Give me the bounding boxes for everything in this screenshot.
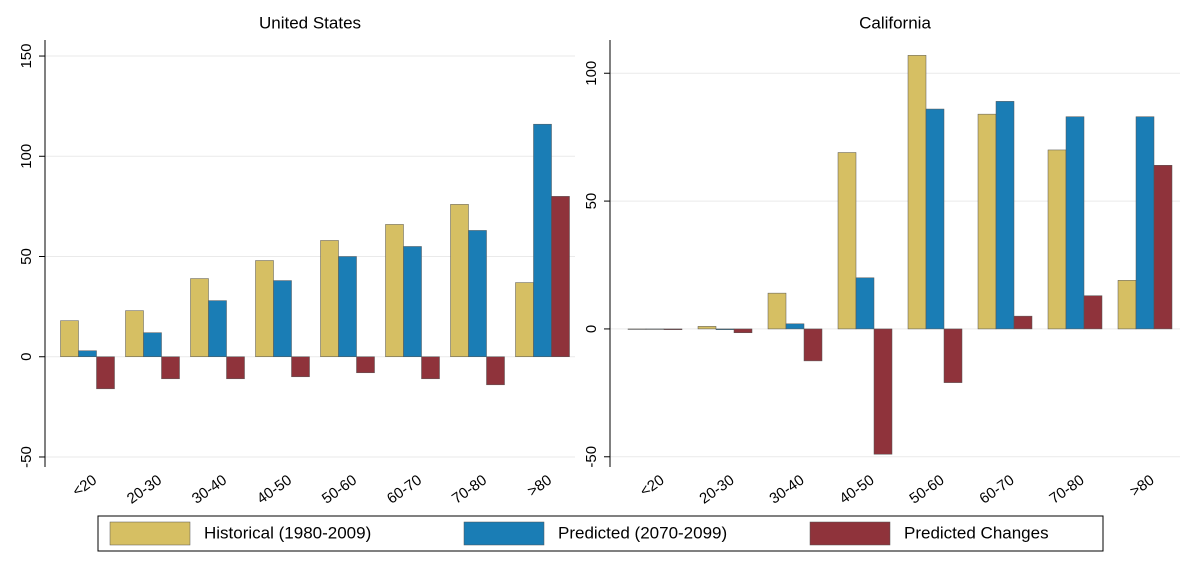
bar [1153, 165, 1173, 330]
legend-swatch [809, 521, 891, 546]
bar [143, 332, 162, 357]
legend-label: Predicted (2070-2099) [558, 523, 727, 542]
legend-swatch [463, 521, 545, 546]
bar [291, 356, 310, 378]
y-tick-label: 50 [18, 248, 35, 265]
bar [421, 356, 440, 380]
bar [767, 292, 787, 330]
bar [515, 282, 534, 357]
bar [715, 328, 735, 330]
x-tick-label: 30-40 [189, 472, 230, 508]
bar [125, 310, 144, 357]
x-tick-label: <20 [69, 472, 100, 501]
y-tick-label: 0 [583, 325, 600, 333]
x-tick-label: >80 [1127, 472, 1158, 501]
bar [733, 328, 753, 334]
bar [995, 101, 1015, 330]
x-tick-label: 20-30 [696, 472, 737, 508]
x-tick-label: 70-80 [1046, 472, 1087, 508]
bar [1047, 149, 1067, 330]
chart-title: California [859, 13, 931, 32]
x-tick-label: 40-50 [254, 472, 295, 508]
legend-swatch [109, 521, 191, 546]
bar [1117, 280, 1137, 330]
bar [785, 323, 805, 330]
y-tick-label: -50 [18, 446, 35, 468]
x-tick-label: 50-60 [906, 472, 947, 508]
bar [837, 152, 857, 330]
bar [208, 300, 227, 357]
bar [873, 328, 893, 455]
bar [226, 356, 245, 380]
bar [1013, 315, 1033, 330]
x-tick-label: 50-60 [319, 472, 360, 508]
bar [96, 356, 115, 390]
x-tick-label: 70-80 [449, 472, 490, 508]
bar [356, 356, 375, 374]
bar [1083, 295, 1103, 330]
bar [925, 108, 945, 330]
bar [338, 256, 357, 357]
x-tick-label: 20-30 [124, 472, 165, 508]
y-tick-label: -50 [583, 446, 600, 468]
x-tick-label: 60-70 [976, 472, 1017, 508]
bar [803, 328, 823, 362]
y-tick-label: 0 [18, 353, 35, 361]
bar [627, 328, 647, 330]
x-tick-label: >80 [524, 472, 555, 501]
bar [533, 123, 552, 357]
x-tick-label: <20 [637, 472, 668, 501]
bar [977, 113, 997, 330]
bar [486, 356, 505, 386]
y-tick-label: 100 [18, 144, 35, 169]
bar [320, 240, 339, 357]
bar [450, 204, 469, 357]
bar [403, 246, 422, 357]
chart-title: United States [259, 13, 361, 32]
x-tick-label: 60-70 [384, 472, 425, 508]
y-tick-label: 100 [583, 61, 600, 86]
legend-label: Historical (1980-2009) [204, 523, 371, 542]
bar [1065, 116, 1085, 330]
bar [645, 328, 665, 330]
x-tick-label: 40-50 [836, 472, 877, 508]
bar [273, 280, 292, 357]
bar [161, 356, 180, 380]
bar [78, 350, 97, 357]
bar [551, 196, 570, 357]
bar [943, 328, 963, 383]
x-tick-label: 30-40 [766, 472, 807, 508]
bar [907, 55, 927, 330]
legend-box [97, 515, 1104, 552]
bar [468, 230, 487, 357]
bar [1135, 116, 1155, 330]
bar [60, 320, 79, 357]
bar [190, 278, 209, 357]
legend-label: Predicted Changes [904, 523, 1049, 542]
bar [385, 224, 404, 357]
y-tick-label: 150 [18, 44, 35, 69]
y-tick-label: 50 [583, 193, 600, 210]
bar [663, 328, 683, 330]
bar [855, 277, 875, 330]
bar [697, 326, 717, 330]
bar [255, 260, 274, 357]
